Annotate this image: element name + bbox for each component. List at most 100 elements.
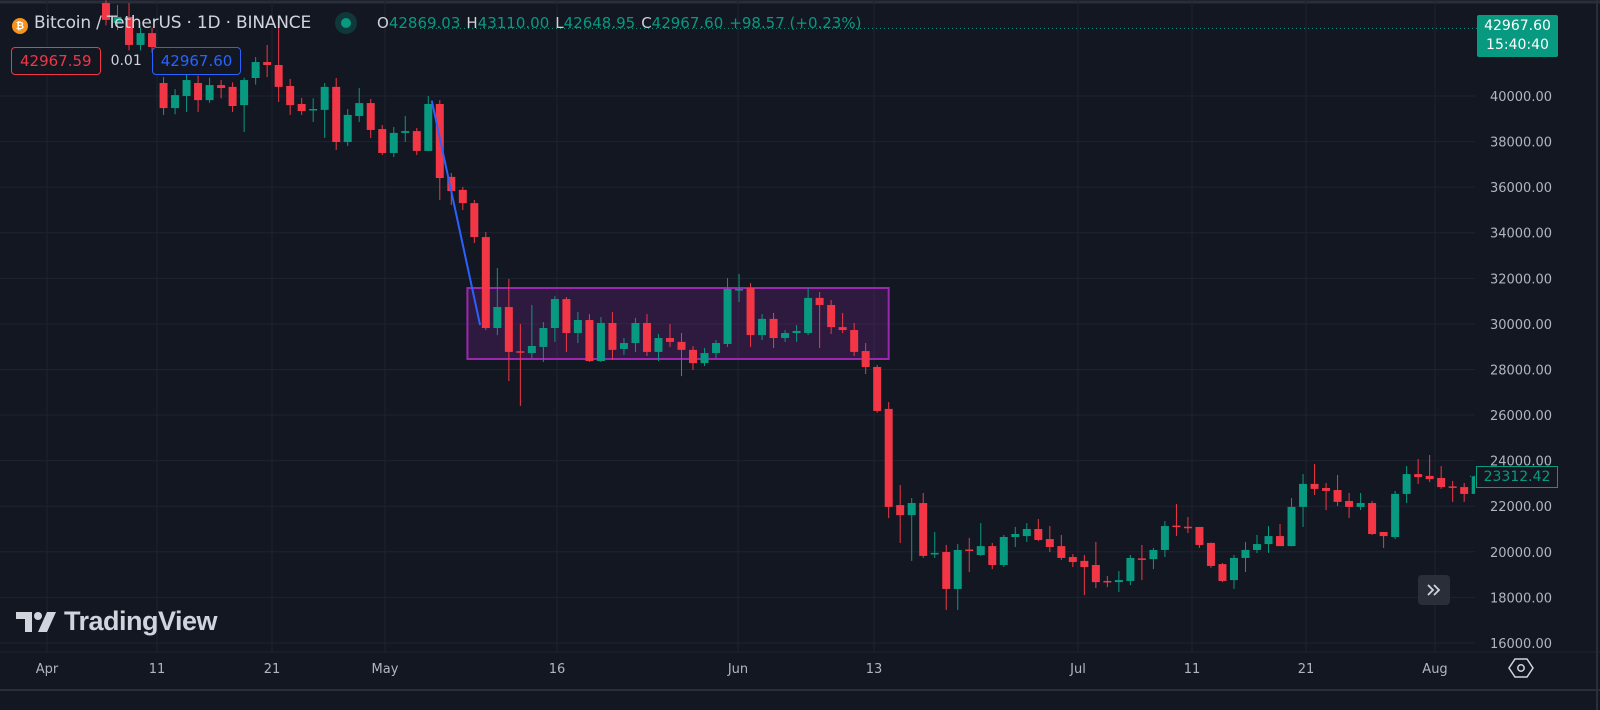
candle-body[interactable] <box>458 189 467 204</box>
candle-body[interactable] <box>896 505 905 516</box>
candle-body[interactable] <box>228 86 237 107</box>
candle-body[interactable] <box>550 299 559 329</box>
candle-body[interactable] <box>804 297 813 334</box>
candle-body[interactable] <box>665 338 674 342</box>
candle-body[interactable] <box>562 299 571 334</box>
candle-body[interactable] <box>366 103 375 130</box>
candle-body[interactable] <box>1229 557 1238 581</box>
candle-body[interactable] <box>631 322 640 344</box>
candle-body[interactable] <box>884 408 893 507</box>
candle-body[interactable] <box>1206 542 1215 566</box>
candle-body[interactable] <box>1425 475 1434 480</box>
candle-body[interactable] <box>136 33 145 45</box>
candle-body[interactable] <box>735 289 744 291</box>
candle-body[interactable] <box>1299 483 1308 507</box>
candle-body[interactable] <box>1011 534 1020 537</box>
candle-body[interactable] <box>343 114 352 143</box>
candle-body[interactable] <box>1022 529 1031 537</box>
candle-body[interactable] <box>125 16 134 45</box>
candle-body[interactable] <box>942 552 951 589</box>
candle-body[interactable] <box>217 85 226 89</box>
candle-body[interactable] <box>1310 483 1319 489</box>
candle-body[interactable] <box>378 129 387 153</box>
candle-body[interactable] <box>1172 525 1181 528</box>
candle-body[interactable] <box>677 341 686 350</box>
candle-body[interactable] <box>976 546 985 555</box>
candle-body[interactable] <box>1437 477 1446 488</box>
candle-body[interactable] <box>712 343 721 354</box>
candle-body[interactable] <box>1068 557 1077 563</box>
candle-body[interactable] <box>1448 486 1457 488</box>
candle-body[interactable] <box>930 552 939 555</box>
candle-body[interactable] <box>1287 506 1296 547</box>
candle-body[interactable] <box>1057 546 1066 558</box>
candle-body[interactable] <box>447 176 456 192</box>
candle-body[interactable] <box>194 83 203 101</box>
candle-body[interactable] <box>1045 539 1054 548</box>
candle-body[interactable] <box>792 330 801 334</box>
candle-body[interactable] <box>861 351 870 367</box>
candle-body[interactable] <box>1218 564 1227 581</box>
candle-body[interactable] <box>815 297 824 305</box>
candle-body[interactable] <box>919 503 928 556</box>
candle-body[interactable] <box>320 86 329 110</box>
candle-body[interactable] <box>573 320 582 334</box>
candle-body[interactable] <box>619 343 628 349</box>
sell-button[interactable]: 42967.59 <box>11 47 101 75</box>
candle-body[interactable] <box>1322 487 1331 491</box>
candle-body[interactable] <box>159 83 168 109</box>
candle-body[interactable] <box>827 304 836 328</box>
candle-body[interactable] <box>481 237 490 329</box>
candle-body[interactable] <box>608 322 617 350</box>
candle-body[interactable] <box>1391 493 1400 537</box>
candle-body[interactable] <box>999 536 1008 566</box>
candle-body[interactable] <box>907 503 916 516</box>
candle-body[interactable] <box>1460 487 1469 494</box>
candle-body[interactable] <box>758 318 767 336</box>
candle-body[interactable] <box>1345 500 1354 507</box>
candle-body[interactable] <box>297 103 306 112</box>
candle-body[interactable] <box>470 203 479 238</box>
candle-body[interactable] <box>1103 580 1112 583</box>
candle-body[interactable] <box>389 132 398 153</box>
scroll-to-realtime-button[interactable] <box>1418 575 1450 605</box>
candle-body[interactable] <box>781 333 790 339</box>
candle-body[interactable] <box>286 85 295 106</box>
candle-body[interactable] <box>1149 549 1158 560</box>
candle-body[interactable] <box>1276 536 1285 547</box>
candle-body[interactable] <box>850 330 859 352</box>
candle-body[interactable] <box>988 546 997 566</box>
candle-body[interactable] <box>1241 549 1250 558</box>
candle-body[interactable] <box>171 95 180 109</box>
candle-body[interactable] <box>493 307 502 329</box>
candle-body[interactable] <box>1195 526 1204 545</box>
candle-body[interactable] <box>1253 544 1261 550</box>
candle-body[interactable] <box>746 287 755 336</box>
candle-body[interactable] <box>263 62 272 66</box>
candle-body[interactable] <box>1091 565 1100 583</box>
candle-body[interactable] <box>689 349 698 364</box>
candle-body[interactable] <box>596 322 605 362</box>
candle-body[interactable] <box>1333 490 1342 502</box>
candle-body[interactable] <box>1402 474 1411 494</box>
candle-body[interactable] <box>1356 503 1365 507</box>
candle-body[interactable] <box>401 131 410 133</box>
candle-body[interactable] <box>274 65 283 87</box>
candle-body[interactable] <box>1368 503 1377 535</box>
candle-body[interactable] <box>723 289 732 344</box>
candle-body[interactable] <box>539 328 548 347</box>
candle-body[interactable] <box>1183 526 1192 529</box>
symbol-title[interactable]: Bitcoin / TetherUS · 1D · BINANCE <box>34 13 311 33</box>
candle-body[interactable] <box>504 307 513 352</box>
candle-body[interactable] <box>1126 557 1135 581</box>
candle-body[interactable] <box>654 338 663 352</box>
candle-body[interactable] <box>1160 526 1169 550</box>
candle-body[interactable] <box>873 366 882 411</box>
candle-body[interactable] <box>309 108 318 111</box>
candle-body[interactable] <box>412 131 421 151</box>
candle-body[interactable] <box>1034 529 1043 540</box>
candle-body[interactable] <box>205 85 214 101</box>
candle-body[interactable] <box>148 33 157 48</box>
candle-body[interactable] <box>240 80 249 106</box>
candle-body[interactable] <box>585 320 594 362</box>
